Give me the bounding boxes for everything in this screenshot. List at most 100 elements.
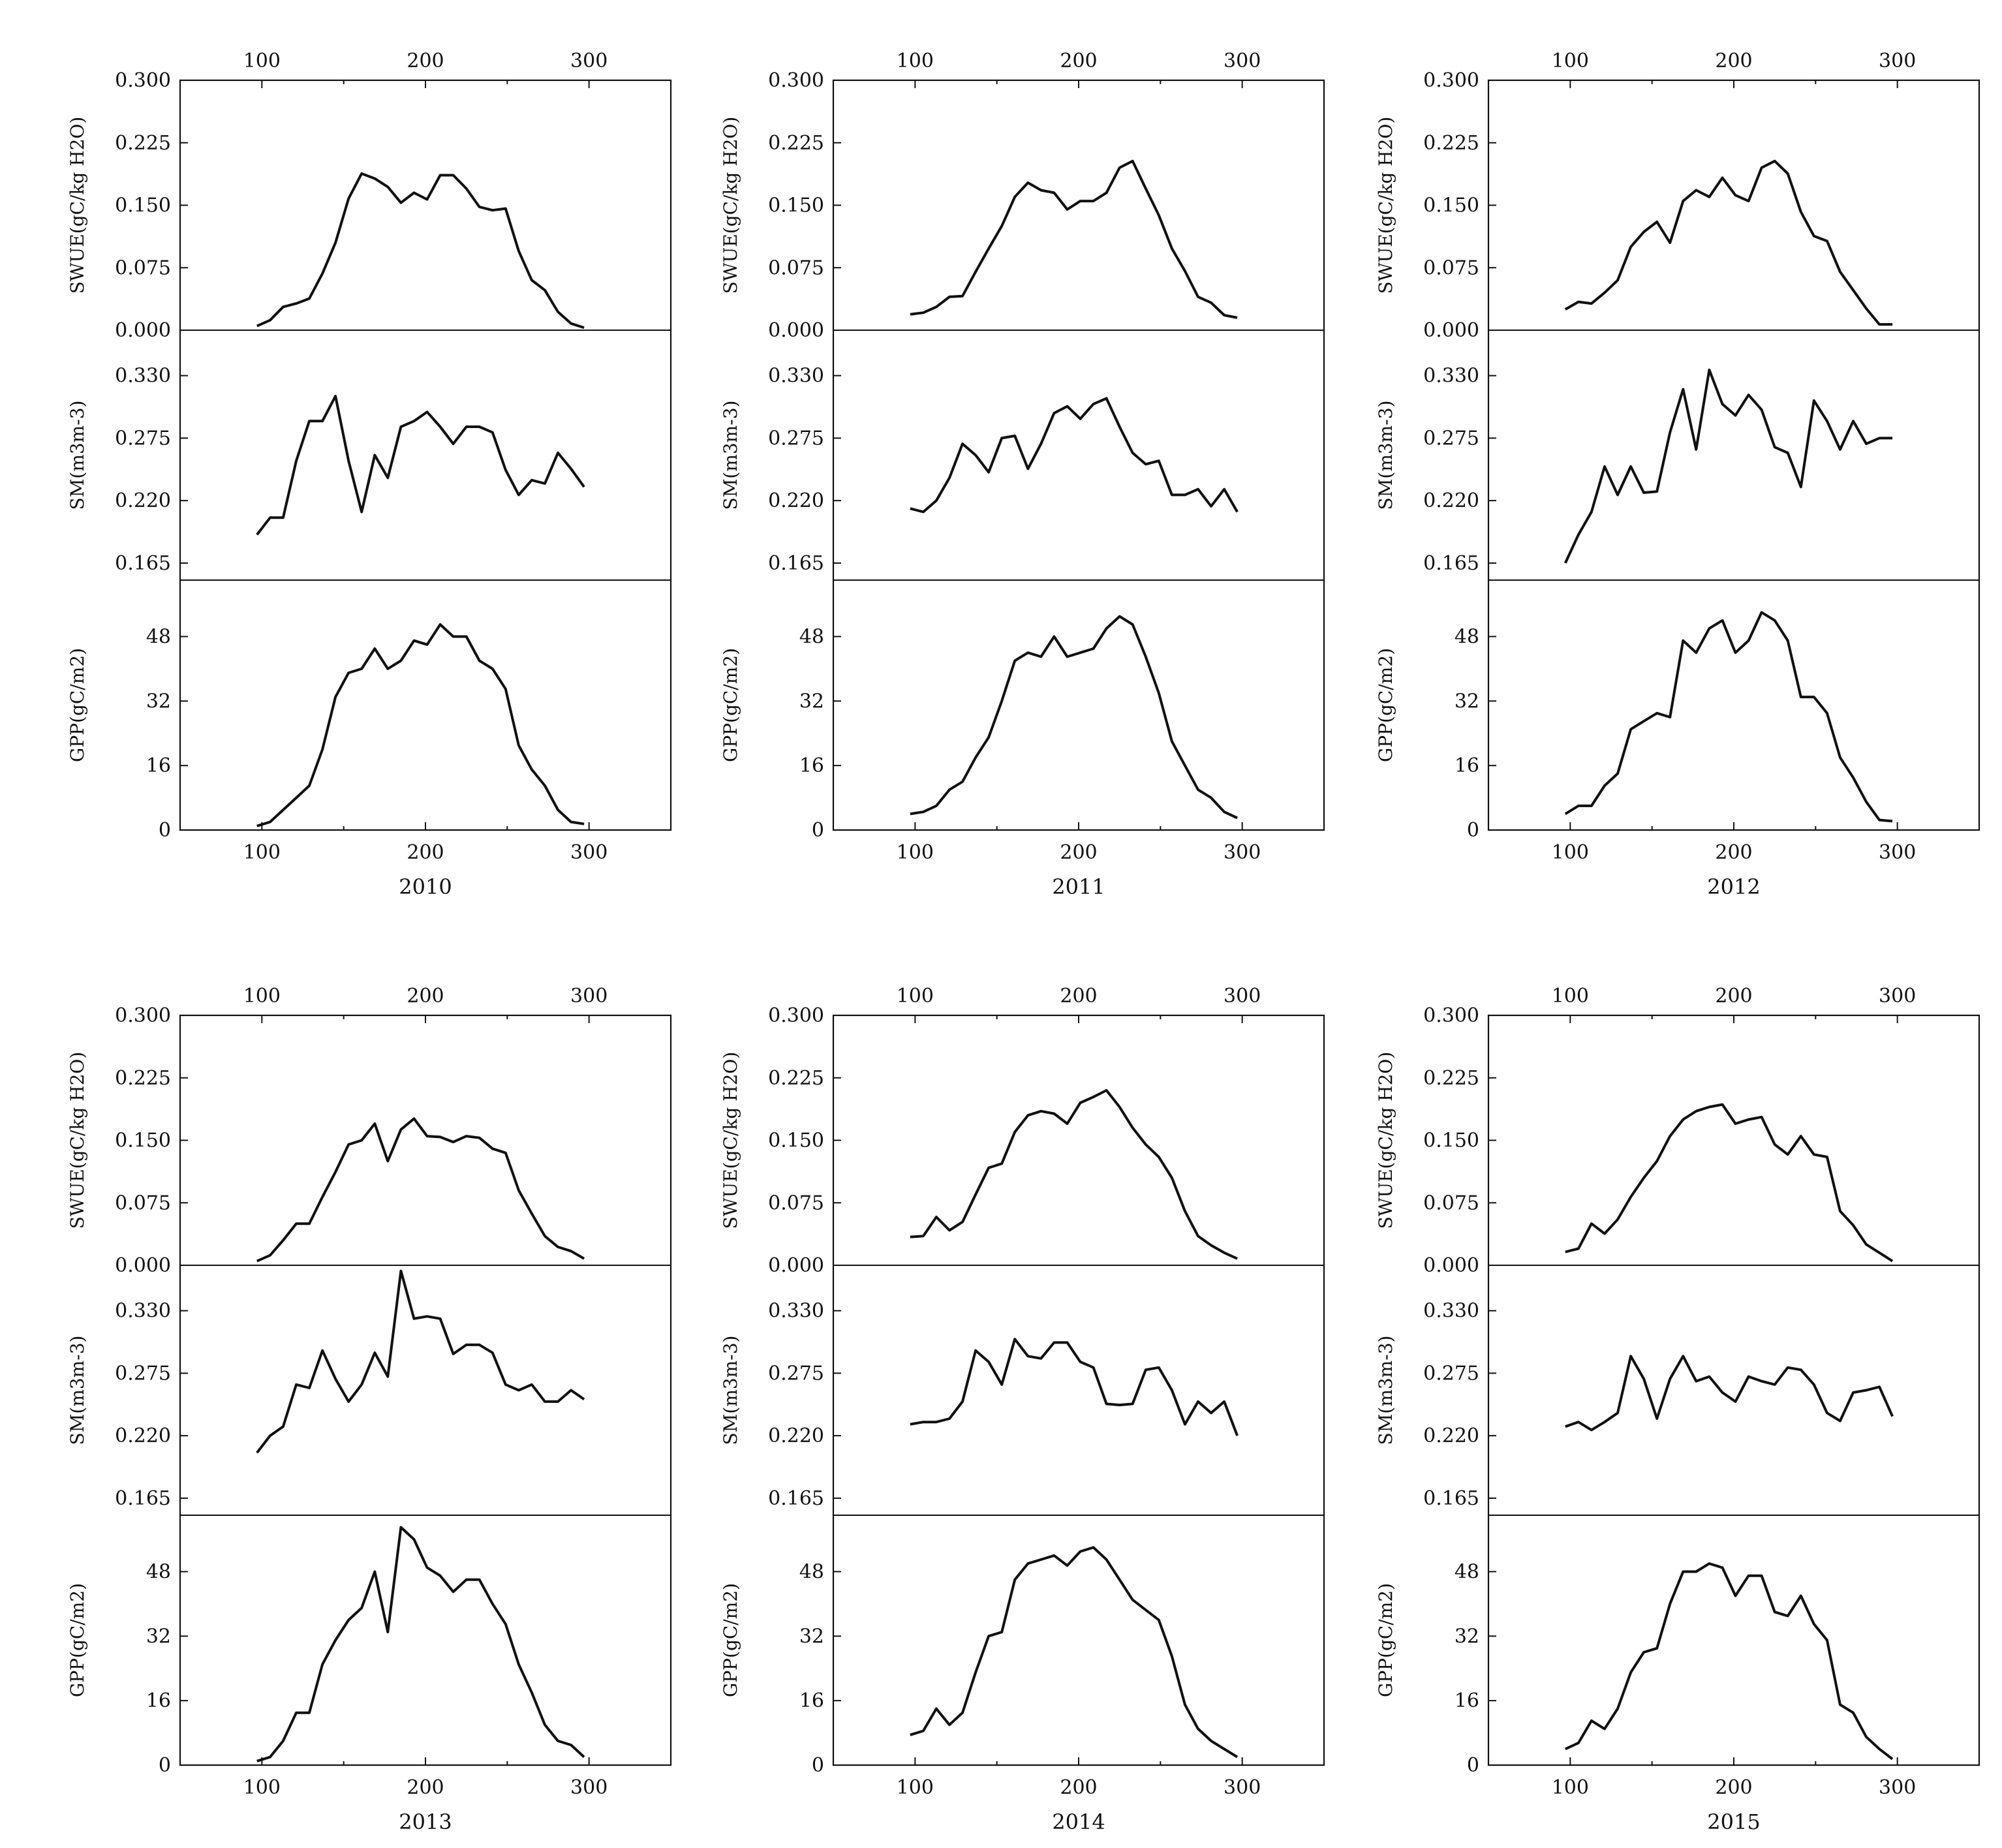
panel-2010: 100 100 200 200 300 300 2010 0.000 0.075 0.150 0.2… [67,50,672,899]
y-axis-label-GPP: GPP(gC/m2) [1375,648,1396,762]
x-tick-label-top: 100 [1552,50,1589,72]
panel-frame [832,79,1325,831]
y-axis-label-SM: SM(m3m-3) [67,1336,88,1445]
y-tick-label: 48 [1455,625,1479,648]
y-tick-label: 0.300 [768,69,824,92]
x-tick-label-bottom: 200 [1060,1776,1097,1799]
y-tick-label: 0.075 [1423,1192,1479,1214]
x-tick-label-top: 200 [1060,50,1097,72]
x-tick-label-top: 300 [1224,50,1261,72]
x-tick-label-bottom: 300 [1224,841,1261,864]
y-tick-label: 16 [799,1689,824,1712]
series-gpp-2010 [256,623,585,827]
y-tick-label: 0.220 [115,489,171,512]
y-tick-label: 0.075 [768,1192,824,1214]
y-tick-label: 0.225 [115,132,171,155]
x-tick-label-bottom: 100 [243,1776,281,1799]
series-swue-2011 [910,159,1238,319]
y-tick-label: 0.275 [115,1362,171,1385]
y-axis-label-SWUE: SWUE(gC/kg H2O) [67,117,88,294]
y-tick-label: 0.300 [768,1004,824,1027]
y-tick-label: 0.330 [1423,365,1479,388]
series-gpp-2011 [910,615,1238,820]
y-tick-label: 16 [799,754,824,777]
x-tick-label-bottom: 200 [1715,1776,1752,1799]
series-sm-2010 [256,395,585,536]
y-tick-label: 0.165 [768,552,824,575]
y-axis-label-GPP: GPP(gC/m2) [720,648,741,762]
y-tick-label: 0.300 [1423,1004,1479,1027]
x-tick-label-top: 100 [897,50,934,72]
series-gpp-2015 [1564,1562,1894,1761]
series-sm-2013 [256,1269,585,1454]
y-tick-label: 0.220 [768,489,824,512]
y-tick-label: 0.220 [1423,1424,1479,1447]
year-label: 2012 [1707,874,1760,899]
y-axis-label-GPP: GPP(gC/m2) [67,1583,88,1697]
y-tick-label: 0.075 [115,1192,171,1214]
y-tick-label: 0.225 [115,1067,171,1090]
series-gpp-2013 [256,1526,585,1763]
y-axis-label-SM: SM(m3m-3) [720,401,741,510]
y-tick-label: 16 [1455,754,1479,777]
x-tick-label-bottom: 300 [1879,1776,1916,1799]
panel-2012: 100 100 200 200 300 300 2012 0.000 0.075 0.150 0.2… [1375,50,1980,899]
y-tick-label: 32 [146,690,171,713]
y-tick-label: 0.225 [1423,132,1479,155]
y-tick-label: 0.275 [768,1362,824,1385]
x-tick-label-bottom: 200 [407,841,444,864]
y-tick-label: 0.220 [115,1424,171,1447]
y-tick-label: 0.000 [115,1254,171,1277]
y-tick-label: 0.150 [115,1130,171,1152]
y-tick-label: 0.225 [1423,1067,1479,1090]
y-tick-label: 48 [799,1560,824,1583]
y-tick-label: 0.300 [1423,69,1479,92]
y-tick-label: 0.000 [1423,1254,1479,1277]
panel-2015: 100 100 200 200 300 300 2015 0.000 0.075 0.150 0.2… [1375,985,1980,1834]
x-tick-label-top: 100 [897,985,934,1008]
y-axis-label-GPP: GPP(gC/m2) [720,1583,741,1697]
year-label: 2011 [1052,874,1105,899]
y-tick-label: 32 [799,690,824,713]
y-axis-label-GPP: GPP(gC/m2) [67,648,88,762]
year-label: 2015 [1707,1810,1760,1834]
y-tick-label: 0.165 [115,552,171,575]
series-swue-2013 [256,1117,585,1263]
x-tick-label-bottom: 200 [1060,841,1097,864]
x-tick-label-top: 100 [243,50,281,72]
x-tick-label-top: 100 [1552,985,1589,1008]
x-tick-label-top: 200 [407,50,444,72]
x-tick-label-top: 200 [407,985,444,1008]
x-tick-label-bottom: 300 [1879,841,1916,864]
y-tick-label: 0.330 [115,1300,171,1323]
y-tick-label: 0.000 [768,1254,824,1277]
y-axis-label-SM: SM(m3m-3) [1375,401,1396,510]
panel-frame [1487,1014,1980,1766]
x-tick-label-bottom: 300 [570,841,608,864]
x-tick-label-top: 300 [1224,985,1261,1008]
panel-2011: 100 100 200 200 300 300 2011 0.000 0.075 0.150 0.2… [720,50,1325,899]
panel-frame [832,1014,1325,1766]
y-tick-label: 0.075 [1423,256,1479,279]
y-tick-label: 0.220 [768,1424,824,1447]
y-tick-label: 0.165 [115,1487,171,1510]
y-tick-label: 0.300 [115,69,171,92]
y-tick-label: 0.000 [115,319,171,342]
x-tick-label-bottom: 200 [1715,841,1752,864]
y-tick-label: 0.150 [768,1130,824,1152]
y-tick-label: 0.225 [768,1067,824,1090]
year-label: 2013 [399,1810,452,1834]
y-axis-label-SM: SM(m3m-3) [720,1336,741,1445]
series-gpp-2014 [910,1546,1239,1759]
x-tick-label-top: 100 [243,985,281,1008]
y-axis-label-SWUE: SWUE(gC/kg H2O) [1375,117,1396,294]
y-tick-label: 0 [812,819,824,842]
y-tick-label: 0.000 [768,319,824,342]
y-tick-label: 0.150 [1423,1130,1479,1152]
x-tick-label-bottom: 200 [407,1776,444,1799]
y-axis-label-SM: SM(m3m-3) [1375,1336,1396,1445]
x-tick-label-bottom: 100 [1552,841,1589,864]
y-tick-label: 0.330 [115,365,171,388]
y-tick-label: 0.165 [768,1487,824,1510]
y-tick-label: 0.075 [115,256,171,279]
